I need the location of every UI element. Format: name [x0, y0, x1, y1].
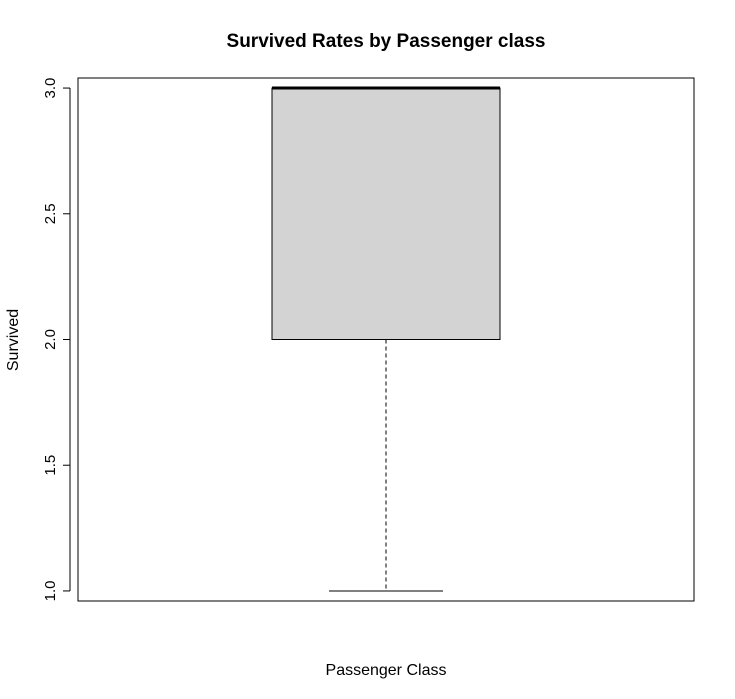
y-tick-label: 2.5	[42, 203, 59, 224]
y-axis-label: Survived	[5, 309, 22, 371]
y-tick-label: 1.5	[42, 455, 59, 476]
plot-frame	[77, 77, 695, 602]
y-axis: 1.0 1.5 2.0 2.5 3.0	[42, 78, 71, 602]
chart-title: Survived Rates by Passenger class	[227, 31, 546, 52]
y-tick-label: 2.0	[42, 329, 59, 350]
y-tick-label: 1.0	[42, 581, 59, 602]
iqr-box	[271, 87, 501, 340]
box-group	[271, 86, 501, 592]
x-axis-label: Passenger Class	[326, 662, 447, 679]
y-tick-label: 3.0	[42, 78, 59, 99]
